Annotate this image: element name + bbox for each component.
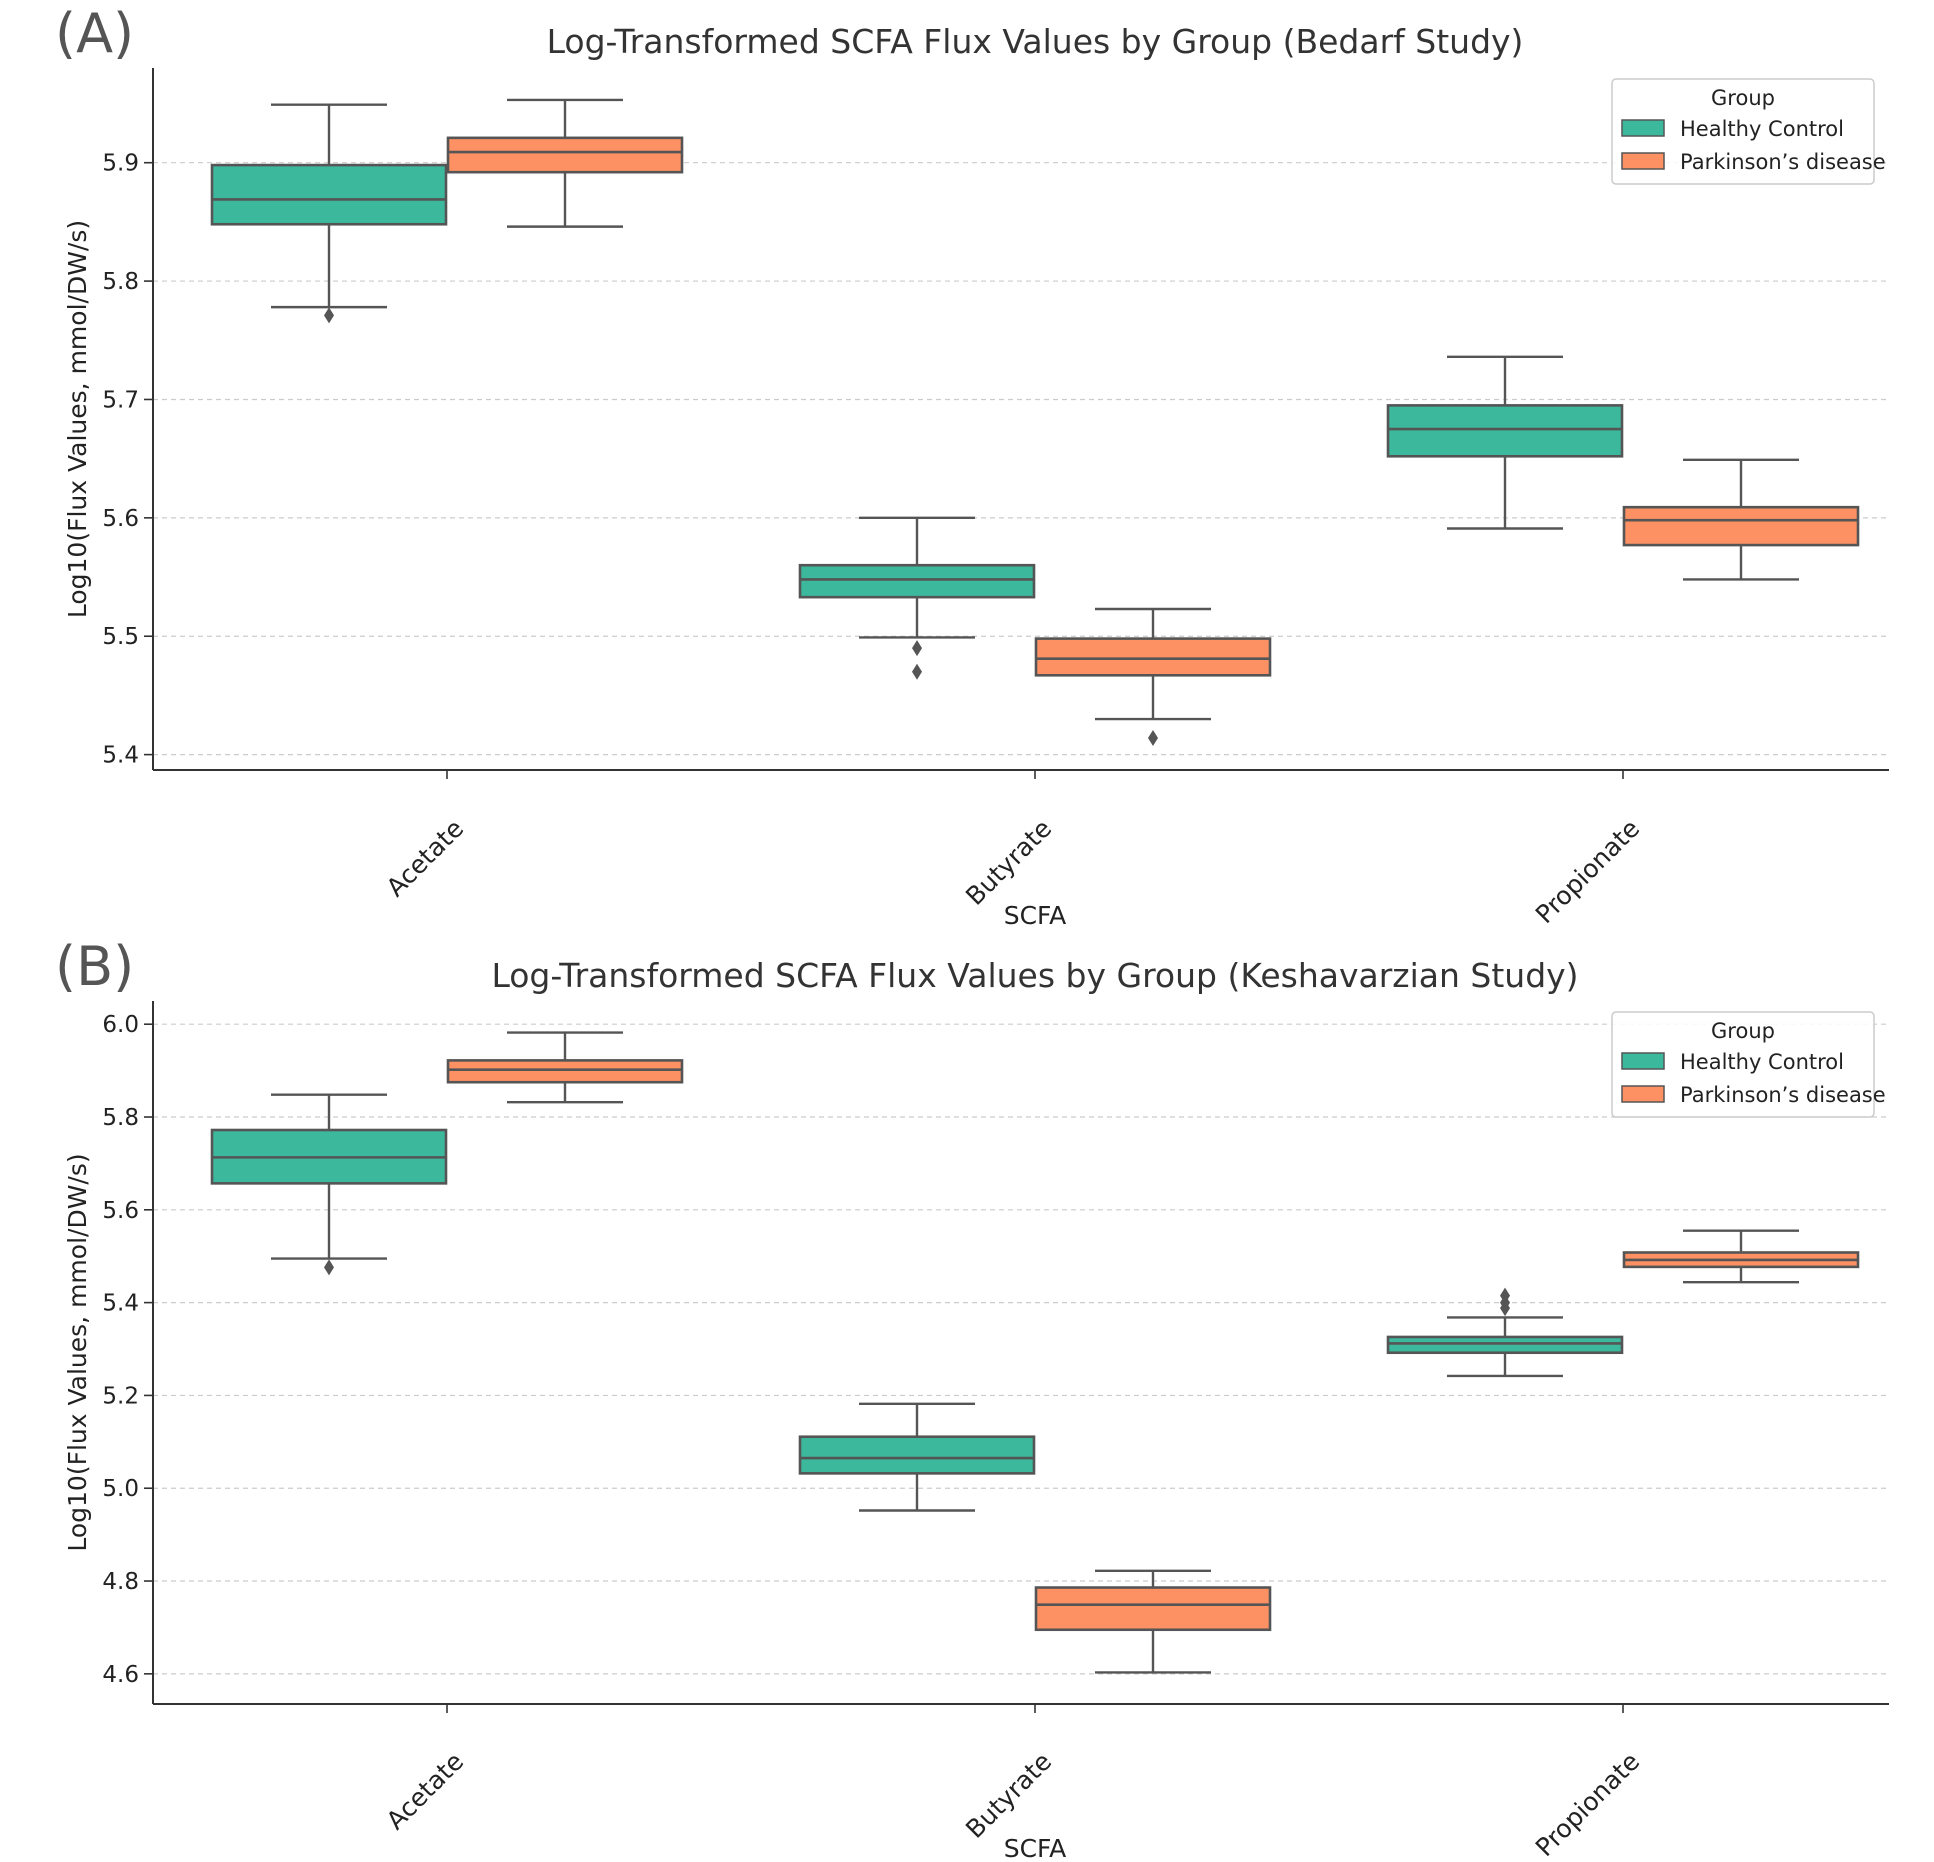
box-parkinsons-butyrate [1034,607,1272,747]
box-body [1622,505,1860,547]
box-healthy-control-butyrate [798,1402,1036,1512]
y-tick-label: 5.8 [102,269,139,295]
legend-swatch [1621,119,1665,137]
y-axis-label: Log10(Flux Values, mmol/DW/s) [63,1153,92,1551]
box-body [1386,1335,1624,1355]
box-body [210,163,448,226]
y-tick-label: 5.4 [102,743,139,769]
y-tick-label: 5.5 [102,624,139,650]
chart-panel-a: (A) Log-Transformed SCFA Flux Values by G… [55,2,1889,930]
box-healthy-control-propionate [1386,1287,1624,1378]
box-body [446,136,684,174]
outlier-point [324,307,334,324]
y-tick-label: 5.8 [102,1105,139,1131]
x-tick-label: Propionate [1530,1747,1645,1862]
y-tick-label: 4.8 [102,1569,139,1595]
x-tick-label: Acetate [381,814,469,902]
box-parkinsons-butyrate [1034,1569,1272,1674]
x-axis-label: SCFA [1004,1834,1067,1862]
box-healthy-control-butyrate [798,516,1036,680]
outlier-point [912,640,922,657]
outlier-point [1500,1287,1510,1304]
x-tick-label: Butyrate [960,1747,1057,1844]
legend-title: Group [1711,86,1775,110]
outlier-point [324,1259,334,1276]
box-healthy-control-acetate [210,103,448,324]
legend-entry: Parkinson’s disease [1680,1083,1886,1107]
chart-title: Log-Transformed SCFA Flux Values by Grou… [491,956,1578,995]
legend-entry: Parkinson’s disease [1680,150,1886,174]
legend: Group Healthy Control Parkinson’s disease [1611,78,1886,185]
box-parkinsons-propionate [1622,458,1860,581]
box-parkinsons-acetate [446,98,684,228]
box-parkinsons-propionate [1622,1229,1860,1284]
box-body [1386,404,1624,458]
box-body [1034,637,1272,677]
box-body [798,563,1036,599]
x-axis-label: SCFA [1004,901,1067,930]
y-tick-label: 5.4 [102,1291,139,1317]
legend-swatch [1621,152,1665,170]
y-tick-label: 5.0 [102,1476,139,1502]
box-parkinsons-acetate [446,1031,684,1104]
legend-frame [1611,78,1875,185]
legend: Group Healthy Control Parkinson’s disease [1611,1011,1886,1118]
y-tick-label: 5.2 [102,1383,139,1409]
y-axis-label: Log10(Flux Values, mmol/DW/s) [63,220,92,618]
legend-swatch [1621,1085,1665,1103]
panel-label: (B) [55,935,134,998]
box-healthy-control-propionate [1386,355,1624,530]
legend-frame [1611,1011,1875,1118]
chart-panel-b: (B) Log-Transformed SCFA Flux Values by G… [55,935,1889,1862]
y-tick-label: 5.6 [102,1198,139,1224]
y-tick-label: 5.7 [102,387,139,413]
box-body [1034,1586,1272,1632]
outlier-point [912,663,922,680]
box-healthy-control-acetate [210,1093,448,1276]
legend-entry: Healthy Control [1680,1050,1844,1074]
y-tick-label: 6.0 [102,1012,139,1038]
legend-title: Group [1711,1019,1775,1043]
box-body [798,1435,1036,1475]
chart-title: Log-Transformed SCFA Flux Values by Grou… [547,22,1524,61]
box-body [446,1059,684,1084]
legend-swatch [1621,1052,1665,1070]
y-tick-label: 5.6 [102,506,139,532]
x-tick-label: Acetate [381,1747,469,1835]
panel-label: (A) [55,2,134,65]
outlier-point [1148,730,1158,747]
y-tick-label: 5.9 [102,151,139,177]
x-tick-label: Butyrate [960,814,1057,911]
y-tick-label: 4.6 [102,1662,139,1688]
x-tick-label: Propionate [1530,814,1645,929]
legend-entry: Healthy Control [1680,117,1844,141]
